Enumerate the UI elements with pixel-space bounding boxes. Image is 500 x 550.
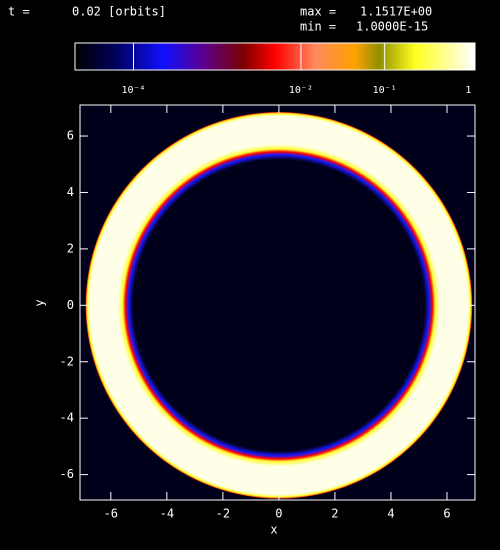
y-tick-label: 2 [67,241,74,255]
x-tick-label: 4 [387,507,394,521]
x-axis-label: x [270,523,277,537]
min-value: 1.0000E-15 [356,20,428,34]
min-label: min = [300,20,336,34]
colorbar-tick-label: 10⁻⁴ [121,85,145,96]
max-value: 1.1517E+00 [360,5,432,19]
max-label: max = [300,5,336,19]
y-tick-label: -2 [60,354,74,368]
colorbar-tick-label: 10⁻² [289,85,313,96]
y-tick-label: 4 [67,185,74,199]
x-tick-label: -4 [160,507,174,521]
y-tick-label: -6 [60,467,74,481]
y-axis-label: y [33,299,47,306]
x-tick-label: -6 [104,507,118,521]
time-value: 0.02 [orbits] [72,5,166,19]
x-tick-label: 2 [331,507,338,521]
colorbar-tick-label: 10⁻¹ [373,85,397,96]
x-tick-label: 0 [275,507,282,521]
y-tick-label: 0 [67,298,74,312]
x-tick-label: -2 [216,507,230,521]
ring [85,112,473,499]
colorbar-tick-label: 1 [465,85,471,96]
y-tick-label: 6 [67,129,74,143]
y-tick-label: -4 [60,411,74,425]
colorbar [74,42,476,71]
time-label: t = [8,5,30,19]
plot-frame [79,104,476,501]
x-tick-label: 6 [443,507,450,521]
